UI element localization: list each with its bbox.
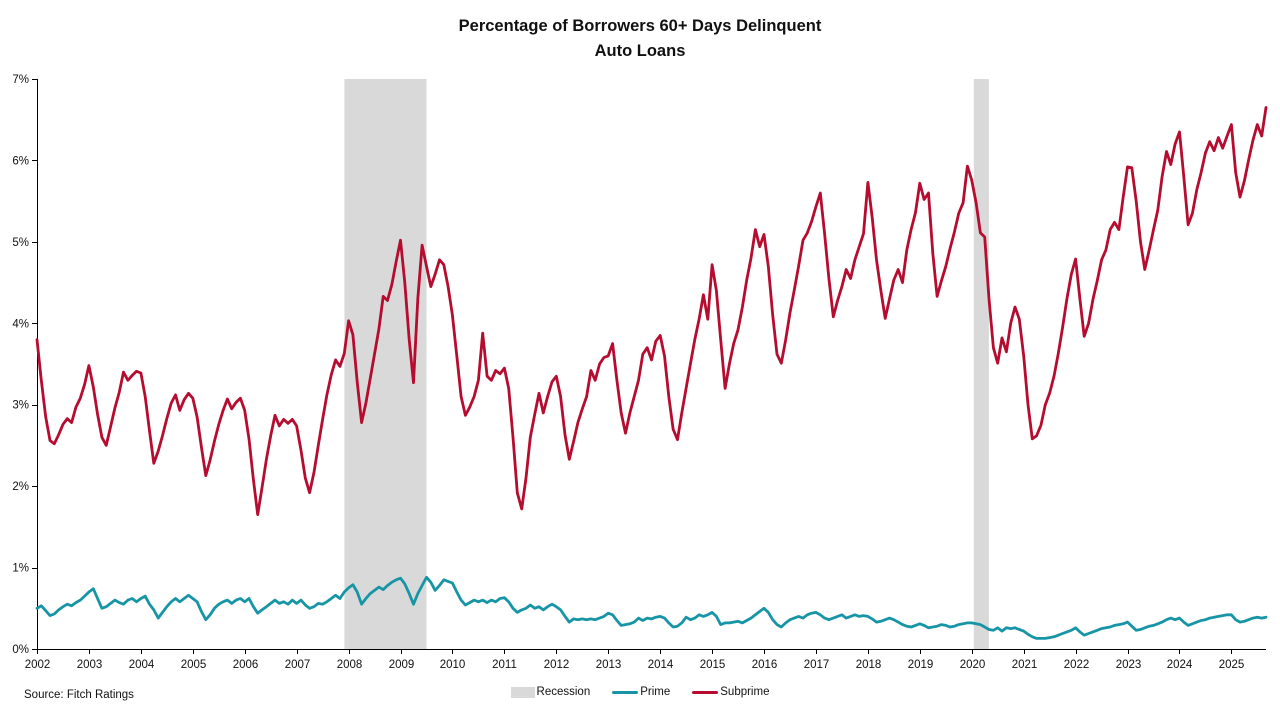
- y-tick-label: 1%: [12, 563, 29, 575]
- chart-title: Percentage of Borrowers 60+ Days Delinqu…: [458, 17, 822, 35]
- chart-subtitle: Auto Loans: [594, 41, 686, 60]
- legend-label: Prime: [640, 686, 671, 698]
- x-tick-label: 2012: [544, 659, 570, 671]
- x-tick-label: 2018: [856, 659, 882, 671]
- x-tick-label: 2016: [752, 659, 778, 671]
- x-tick-label: 2005: [181, 659, 207, 671]
- x-tick-label: 2025: [1219, 659, 1245, 671]
- legend: Recession Prime Subprime: [0, 686, 1280, 698]
- y-tick-label: 6%: [12, 155, 29, 167]
- x-tick-label: 2007: [285, 659, 311, 671]
- y-tick-label: 7%: [12, 74, 29, 86]
- x-tick-label: 2023: [1116, 659, 1142, 671]
- x-tick-label: 2008: [337, 659, 363, 671]
- x-tick-label: 2015: [700, 659, 726, 671]
- x-tick-label: 2021: [1012, 659, 1038, 671]
- legend-item-subprime: Subprime: [692, 686, 769, 698]
- subprime-line-swatch: [692, 690, 719, 694]
- x-tick-label: 2019: [908, 659, 934, 671]
- source-text: Source: Fitch Ratings: [24, 689, 134, 701]
- legend-label: Subprime: [720, 686, 770, 698]
- x-tick-label: 2017: [804, 659, 830, 671]
- recession-band: [973, 79, 989, 649]
- prime-line-swatch: [612, 690, 639, 694]
- x-tick-label: 2011: [492, 659, 517, 671]
- x-tick-label: 2006: [233, 659, 259, 671]
- legend-label: Recession: [536, 686, 591, 698]
- x-tick-label: 2003: [77, 659, 103, 671]
- recession-swatch: [510, 686, 535, 698]
- x-tick-label: 2009: [389, 659, 415, 671]
- x-tick-label: 2002: [25, 659, 51, 671]
- y-tick-label: 5%: [12, 237, 29, 249]
- x-tick-label: 2010: [440, 659, 466, 671]
- legend-item-prime: Prime: [612, 686, 670, 698]
- x-tick-label: 2024: [1167, 659, 1193, 671]
- chart-title-block: Percentage of Borrowers 60+ Days Delinqu…: [0, 14, 1280, 64]
- y-tick-label: 2%: [12, 481, 29, 493]
- y-tick-label: 4%: [12, 318, 29, 330]
- y-tick-label: 3%: [12, 400, 29, 412]
- x-tick-label: 2013: [596, 659, 622, 671]
- x-tick-label: 2020: [960, 659, 986, 671]
- subprime-line: [35, 106, 1268, 516]
- x-tick-label: 2014: [648, 659, 674, 671]
- prime-line: [35, 575, 1268, 640]
- legend-item-recession: Recession: [510, 686, 591, 698]
- y-tick-label: 0%: [12, 644, 29, 656]
- x-tick-label: 2022: [1064, 659, 1090, 671]
- x-tick-label: 2004: [129, 659, 155, 671]
